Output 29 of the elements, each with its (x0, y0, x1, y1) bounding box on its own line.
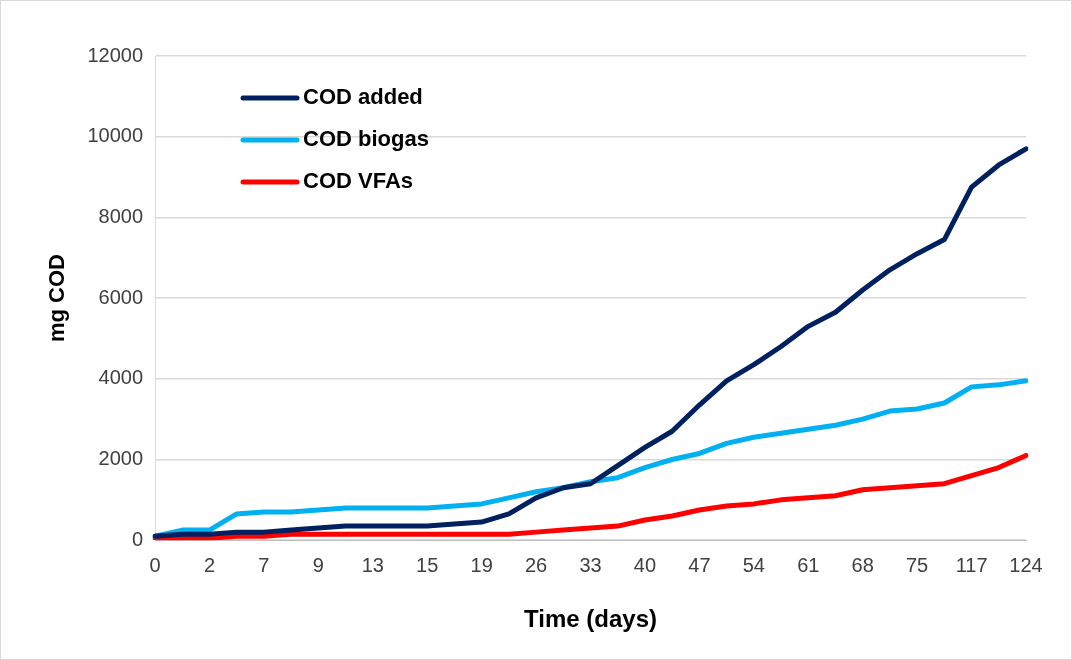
x-tick-label: 54 (742, 553, 765, 576)
legend-label: COD VFAs (303, 168, 414, 194)
y-axis-title: mg COD (44, 254, 70, 343)
legend-label: COD added (303, 84, 423, 110)
x-tick-label: 7 (258, 553, 270, 576)
y-tick-label: 6000 (98, 285, 144, 308)
y-tick-label: 0 (131, 527, 144, 550)
x-tick-label: 15 (416, 553, 439, 576)
x-tick-label: 75 (906, 553, 929, 576)
x-tick-label: 9 (312, 553, 324, 576)
x-tick-label: 47 (688, 553, 711, 576)
x-tick-label: 61 (797, 553, 820, 576)
y-tick-label: 10000 (87, 124, 144, 147)
y-tick-label: 2000 (98, 447, 144, 470)
legend-label: COD biogas (303, 126, 429, 152)
x-tick-label: 13 (361, 553, 384, 576)
x-tick-label: 117 (955, 553, 988, 576)
x-tick-label: 19 (470, 553, 493, 576)
x-tick-label: 0 (149, 553, 161, 576)
y-tick-label: 12000 (87, 43, 144, 66)
x-tick-label: 2 (203, 553, 216, 576)
x-tick-label: 124 (1009, 553, 1043, 576)
y-tick-label: 8000 (98, 204, 144, 227)
x-tick-label: 33 (579, 553, 602, 576)
x-axis-title: Time (days) (524, 605, 657, 633)
x-tick-label: 40 (633, 553, 657, 576)
x-tick-label: 26 (524, 553, 548, 576)
y-tick-label: 4000 (98, 366, 144, 389)
x-tick-label: 68 (851, 553, 874, 576)
